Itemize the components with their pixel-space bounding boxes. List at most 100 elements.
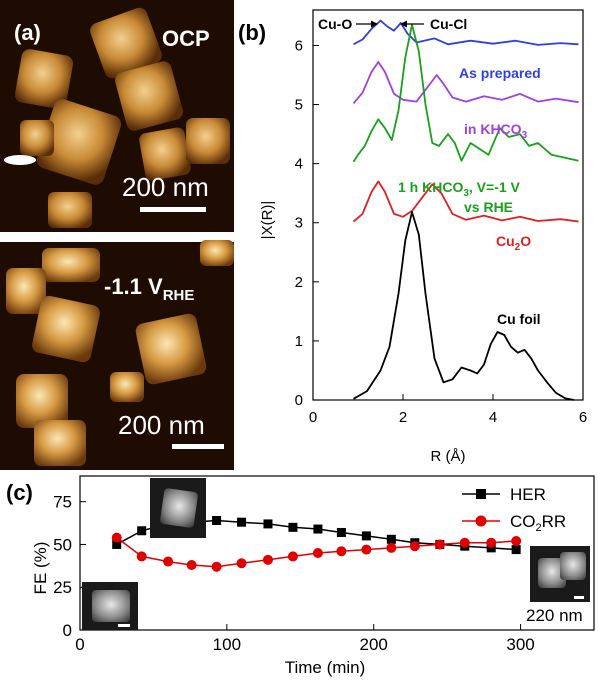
label-as-prepared: As prepared bbox=[459, 65, 541, 81]
sem-inset-middle bbox=[150, 478, 206, 538]
point-co2rr bbox=[163, 556, 174, 567]
x-tick-label: 100 bbox=[213, 635, 241, 654]
chart-c-ylabel: FE (%) bbox=[31, 542, 50, 595]
y-tick-label: 1 bbox=[295, 333, 303, 350]
particle bbox=[6, 268, 46, 314]
particle bbox=[135, 313, 207, 385]
particle bbox=[186, 118, 230, 164]
afm-top-condition: OCP bbox=[162, 26, 210, 51]
afm-top-scale-text: 200 nm bbox=[122, 172, 209, 202]
arrowhead-cu-o bbox=[371, 20, 378, 28]
arrowhead-cu-cl bbox=[400, 20, 407, 28]
chart-b-xlabel: R (Å) bbox=[431, 448, 466, 465]
particle bbox=[34, 420, 86, 466]
point-co2rr bbox=[211, 561, 222, 572]
annotation-cu-o: Cu-O bbox=[318, 16, 352, 32]
particle bbox=[48, 192, 92, 228]
particle bbox=[90, 7, 162, 79]
x-tick-label: 300 bbox=[506, 635, 534, 654]
series-line-1-h-khco3-v-1-v-vs-rhe bbox=[352, 23, 579, 163]
afm-bottom-particles bbox=[6, 240, 234, 466]
y-tick-label: 4 bbox=[295, 156, 303, 173]
bright-artifact bbox=[4, 155, 36, 165]
sem-scale-bar bbox=[118, 624, 130, 627]
y-tick-label: 0 bbox=[63, 621, 72, 640]
afm-image-top: (a) OCP 200 nm bbox=[0, 0, 234, 232]
particle bbox=[110, 372, 144, 402]
afm-top-scale-bar bbox=[140, 207, 206, 212]
afm-top-particles bbox=[4, 7, 230, 228]
point-her bbox=[237, 517, 247, 527]
series-line-in-khco3 bbox=[352, 61, 579, 104]
legend-her-marker bbox=[476, 489, 486, 499]
afm-bottom-scale-text: 200 nm bbox=[118, 410, 205, 440]
point-co2rr bbox=[312, 548, 323, 558]
annotation-cu-cl: Cu-Cl bbox=[430, 16, 467, 32]
particle bbox=[20, 120, 54, 156]
y-tick-label: 5 bbox=[295, 97, 303, 114]
chart-c-ticks: 0 100 200 300 0 25 50 75 bbox=[53, 493, 535, 654]
point-co2rr bbox=[486, 537, 497, 548]
x-tick-label: 0 bbox=[75, 635, 84, 654]
particle bbox=[115, 61, 183, 131]
y-tick-label: 0 bbox=[295, 392, 303, 409]
panel-a-label: (a) bbox=[14, 20, 41, 45]
series-line-cu-foil bbox=[353, 211, 575, 401]
point-co2rr bbox=[459, 537, 470, 548]
particle bbox=[16, 374, 68, 428]
point-her bbox=[313, 524, 323, 534]
particle bbox=[42, 248, 100, 282]
chart-b-series bbox=[352, 19, 579, 401]
sem-scale-text: 220 nm bbox=[526, 606, 583, 625]
label-cu-foil: Cu foil bbox=[497, 311, 541, 327]
legend-co2rr-label: CO2RR bbox=[510, 512, 566, 534]
particle bbox=[14, 49, 74, 109]
chart-c-xlabel: Time (min) bbox=[285, 658, 366, 677]
legend-her-label: HER bbox=[510, 485, 546, 504]
point-co2rr bbox=[136, 551, 147, 562]
panel-c-label: (c) bbox=[6, 480, 33, 505]
point-co2rr bbox=[386, 542, 397, 553]
chart-b-ticks: 0 2 4 6 0 1 2 3 4 5 6 bbox=[295, 37, 588, 426]
afm-image-bottom: -1.1 VRHE 200 nm bbox=[0, 240, 234, 470]
y-tick-label: 25 bbox=[53, 578, 72, 597]
point-co2rr bbox=[186, 559, 197, 570]
point-co2rr bbox=[236, 558, 247, 569]
point-co2rr bbox=[111, 532, 122, 543]
x-tick-label: 200 bbox=[360, 635, 388, 654]
point-her bbox=[511, 545, 521, 555]
panel-b-label: (b) bbox=[238, 20, 266, 45]
sem-particle bbox=[160, 488, 198, 528]
y-tick-label: 75 bbox=[53, 493, 72, 512]
label-1h-khco3: 1 h KHCO3, V=-1 V bbox=[398, 179, 521, 199]
point-her bbox=[112, 539, 122, 549]
y-tick-label: 6 bbox=[295, 37, 303, 54]
point-her bbox=[263, 519, 273, 529]
sem-particle bbox=[92, 590, 130, 622]
point-her bbox=[137, 526, 147, 536]
label-vs-rhe: vs RHE bbox=[464, 199, 513, 215]
particle bbox=[139, 127, 191, 181]
chart-c-frame bbox=[79, 475, 595, 631]
point-her bbox=[486, 543, 496, 553]
legend-co2rr-marker bbox=[475, 515, 487, 527]
y-tick-label: 3 bbox=[295, 215, 303, 232]
x-tick-label: 0 bbox=[309, 409, 317, 426]
y-tick-label: 50 bbox=[53, 535, 72, 554]
sem-particle bbox=[560, 552, 586, 580]
point-co2rr bbox=[434, 539, 445, 550]
afm-bottom-scale-bar bbox=[172, 444, 224, 449]
chart-c-legend: HER CO2RR bbox=[462, 485, 566, 534]
particle bbox=[36, 99, 122, 185]
point-co2rr bbox=[336, 546, 347, 557]
point-co2rr bbox=[409, 541, 420, 552]
point-her bbox=[212, 515, 222, 525]
particle bbox=[32, 295, 100, 363]
point-her bbox=[386, 534, 396, 544]
point-her bbox=[336, 527, 346, 537]
point-co2rr bbox=[361, 544, 372, 555]
chart-b-frame bbox=[312, 9, 584, 401]
x-tick-label: 2 bbox=[399, 409, 407, 426]
